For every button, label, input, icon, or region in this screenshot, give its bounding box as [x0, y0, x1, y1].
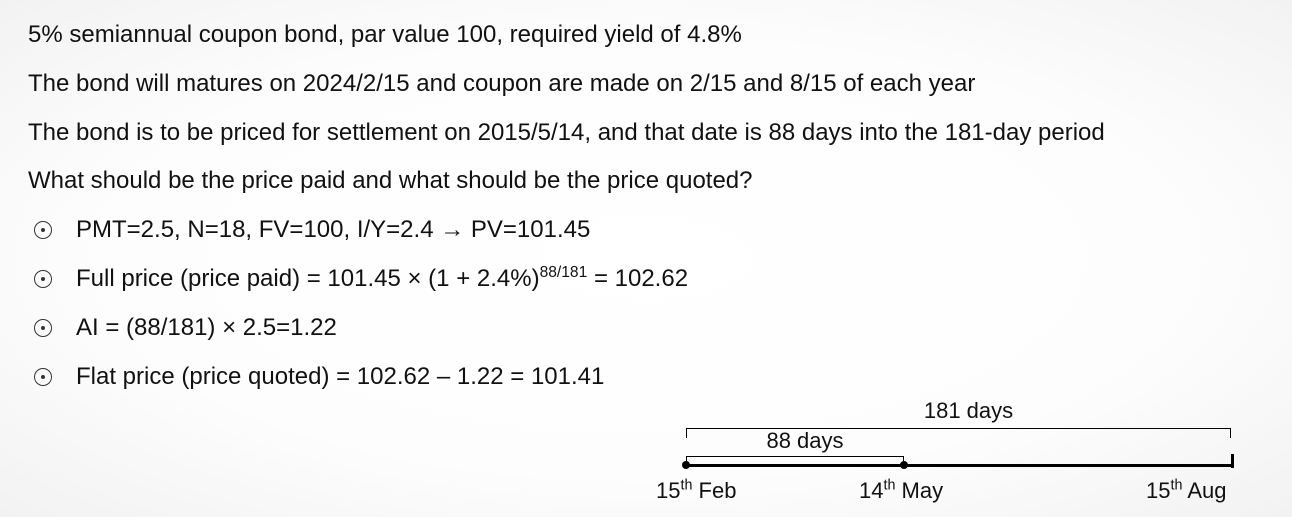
- problem-intro: 5% semiannual coupon bond, par value 100…: [28, 18, 1264, 199]
- timeline-part-bracket: [686, 456, 904, 464]
- timeline-diagram: 181 days 88 days 15th Feb 14th May 15th …: [676, 398, 1246, 508]
- solution-bullets: PMT=2.5, N=18, FV=100, I/Y=2.4 → PV=101.…: [28, 213, 1264, 394]
- timeline-mid-dot: [900, 461, 908, 469]
- timeline-total-label: 181 days: [909, 398, 1029, 424]
- timeline-axis: [686, 464, 1231, 467]
- target-bullet-icon: [34, 319, 52, 337]
- bullet-row: AI = (88/181) × 2.5=1.22: [28, 311, 1264, 346]
- bullet-row: Full price (price paid) = 101.45 × (1 + …: [28, 262, 1264, 297]
- bullet-row: Flat price (price quoted) = 102.62 – 1.2…: [28, 360, 1264, 395]
- target-bullet-icon: [34, 270, 52, 288]
- timeline-start-dot: [682, 461, 690, 469]
- slide: 5% semiannual coupon bond, par value 100…: [0, 0, 1292, 517]
- bullet-text-ai: AI = (88/181) × 2.5=1.22: [76, 311, 337, 346]
- target-bullet-icon: [34, 221, 52, 239]
- timeline-date-mid: 14th May: [859, 478, 943, 504]
- intro-line-4: What should be the price paid and what s…: [28, 164, 1264, 199]
- timeline-date-end: 15th Aug: [1146, 478, 1226, 504]
- target-bullet-icon: [34, 368, 52, 386]
- intro-line-2: The bond will matures on 2024/2/15 and c…: [28, 67, 1264, 102]
- intro-line-3: The bond is to be priced for settlement …: [28, 116, 1264, 151]
- bullet-row: PMT=2.5, N=18, FV=100, I/Y=2.4 → PV=101.…: [28, 213, 1264, 248]
- timeline-date-start: 15th Feb: [656, 478, 736, 504]
- bullet-text-pv: PMT=2.5, N=18, FV=100, I/Y=2.4 → PV=101.…: [76, 213, 590, 248]
- bullet-text-fullprice: Full price (price paid) = 101.45 × (1 + …: [76, 262, 688, 297]
- timeline-end-tick: [1231, 454, 1234, 468]
- bullet-text-flatprice: Flat price (price quoted) = 102.62 – 1.2…: [76, 360, 604, 395]
- timeline-part-label: 88 days: [755, 428, 855, 454]
- intro-line-1: 5% semiannual coupon bond, par value 100…: [28, 18, 1264, 53]
